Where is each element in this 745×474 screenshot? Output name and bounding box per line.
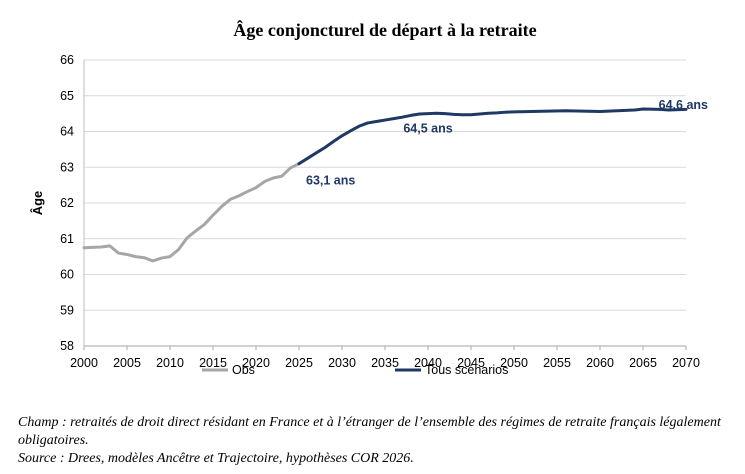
x-tick-label: 2000 <box>70 356 98 370</box>
x-tick-label: 2020 <box>242 356 270 370</box>
y-tick-label: 63 <box>60 160 74 174</box>
series-line-0 <box>82 162 301 263</box>
y-tick-label: 66 <box>60 53 74 67</box>
scope-note: Champ : retraités de droit direct résida… <box>18 415 721 448</box>
y-tick-label: 64 <box>60 125 74 139</box>
y-axis-label: Âge <box>30 191 45 216</box>
y-tick-label: 59 <box>60 303 74 317</box>
x-tick-label: 2035 <box>371 356 399 370</box>
x-tick-label: 2030 <box>328 356 356 370</box>
y-tick-label: 60 <box>60 268 74 282</box>
chart-notes: Champ : retraités de droit direct résida… <box>18 414 730 468</box>
chart: Âge conjoncturel de départ à la retraite… <box>30 19 708 377</box>
y-tick-label: 62 <box>60 196 74 210</box>
x-tick-label: 2010 <box>156 356 184 370</box>
y-tick-label: 58 <box>60 339 74 353</box>
x-tick-label: 2025 <box>285 356 313 370</box>
x-tick-label: 2055 <box>543 356 571 370</box>
x-tick-label: 2060 <box>586 356 614 370</box>
x-tick-label: 2050 <box>500 356 528 370</box>
x-tick-label: 2045 <box>457 356 485 370</box>
chart-title: Âge conjoncturel de départ à la retraite <box>233 19 536 40</box>
x-tick-label: 2005 <box>113 356 141 370</box>
series-line-1 <box>297 107 688 166</box>
legend-entry-1: Tous scénarios <box>425 363 508 377</box>
x-tick-label: 2015 <box>199 356 227 370</box>
source-note: Source : Drees, modèles Ancêtre et Traje… <box>18 451 414 466</box>
y-tick-label: 65 <box>60 89 74 103</box>
y-tick-label: 61 <box>60 232 74 246</box>
legend-entry-0: Obs <box>232 363 255 377</box>
data-label: 64,5 ans <box>403 122 452 136</box>
x-tick-label: 2040 <box>414 356 442 370</box>
data-label: 63,1 ans <box>306 174 355 188</box>
data-label: 64,6 ans <box>659 98 708 112</box>
x-tick-label: 2070 <box>672 356 700 370</box>
line-chart: Âge conjoncturel de départ à la retraite… <box>30 19 708 377</box>
x-tick-label: 2065 <box>629 356 657 370</box>
